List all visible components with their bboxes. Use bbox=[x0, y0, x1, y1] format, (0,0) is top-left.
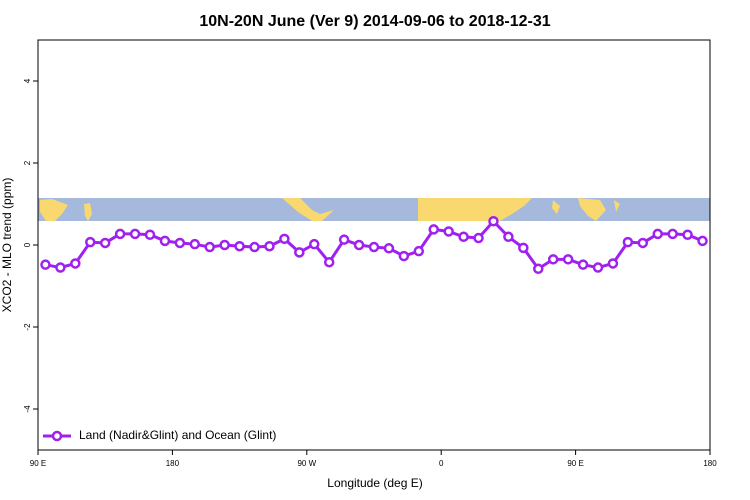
x-axis-label: Longitude (deg E) bbox=[327, 476, 422, 490]
y-axis-label: XCO2 - MLO trend (ppm) bbox=[0, 178, 14, 313]
data-point bbox=[55, 262, 66, 273]
data-point bbox=[428, 224, 439, 235]
data-point bbox=[398, 250, 410, 262]
y-tick-label: -4 bbox=[23, 405, 32, 413]
data-point bbox=[279, 233, 290, 245]
legend-marker bbox=[51, 430, 63, 442]
data-point bbox=[697, 235, 708, 247]
data-point bbox=[413, 245, 425, 257]
data-point bbox=[85, 236, 96, 248]
data-point bbox=[547, 254, 559, 265]
data-point bbox=[667, 228, 678, 240]
data-point bbox=[652, 228, 663, 240]
x-tick-label: 180 bbox=[166, 459, 180, 468]
data-point bbox=[458, 231, 469, 243]
data-point bbox=[443, 226, 454, 237]
data-point bbox=[249, 241, 260, 253]
legend-label: Land (Nadir&Glint) and Ocean (Glint) bbox=[79, 428, 276, 442]
y-tick-label: -2 bbox=[23, 323, 32, 331]
data-point bbox=[114, 228, 126, 240]
data-point bbox=[383, 243, 395, 254]
chart-title: 10N-20N June (Ver 9) 2014-09-06 to 2018-… bbox=[199, 13, 550, 30]
data-point bbox=[174, 237, 186, 249]
data-point bbox=[159, 235, 171, 247]
y-tick-label: 4 bbox=[23, 78, 32, 83]
data-point bbox=[577, 259, 589, 270]
data-point bbox=[70, 258, 81, 269]
data-point bbox=[353, 239, 365, 251]
y-tick-label: 0 bbox=[23, 242, 32, 247]
data-point bbox=[338, 234, 350, 245]
data-point bbox=[234, 240, 245, 252]
x-tick-label: 0 bbox=[439, 459, 444, 468]
data-point bbox=[204, 241, 215, 253]
x-tick-label: 180 bbox=[703, 459, 717, 468]
data-point bbox=[488, 215, 499, 227]
map-strip bbox=[38, 198, 710, 221]
data-point bbox=[533, 263, 544, 275]
x-tick-label: 90 E bbox=[567, 459, 583, 468]
data-point bbox=[682, 229, 693, 240]
data-point bbox=[562, 254, 574, 265]
data-point bbox=[503, 231, 514, 243]
data-point bbox=[368, 241, 380, 253]
data-point bbox=[264, 240, 275, 252]
data-point bbox=[607, 258, 619, 269]
data-point bbox=[99, 237, 111, 249]
data-point bbox=[592, 262, 604, 273]
y-tick-label: 2 bbox=[23, 160, 32, 165]
data-point bbox=[637, 237, 649, 249]
x-tick-label: 90 E bbox=[30, 459, 46, 468]
data-point bbox=[40, 259, 51, 270]
data-point bbox=[294, 247, 305, 258]
data-point bbox=[144, 229, 156, 240]
data-point bbox=[129, 228, 141, 240]
data-point bbox=[189, 238, 201, 250]
data-point bbox=[518, 242, 529, 254]
data-point bbox=[323, 256, 335, 268]
data-point bbox=[622, 236, 634, 248]
data-point bbox=[473, 232, 484, 244]
data-point bbox=[219, 239, 230, 251]
x-tick-label: 90 W bbox=[297, 459, 316, 468]
data-point bbox=[309, 238, 320, 250]
